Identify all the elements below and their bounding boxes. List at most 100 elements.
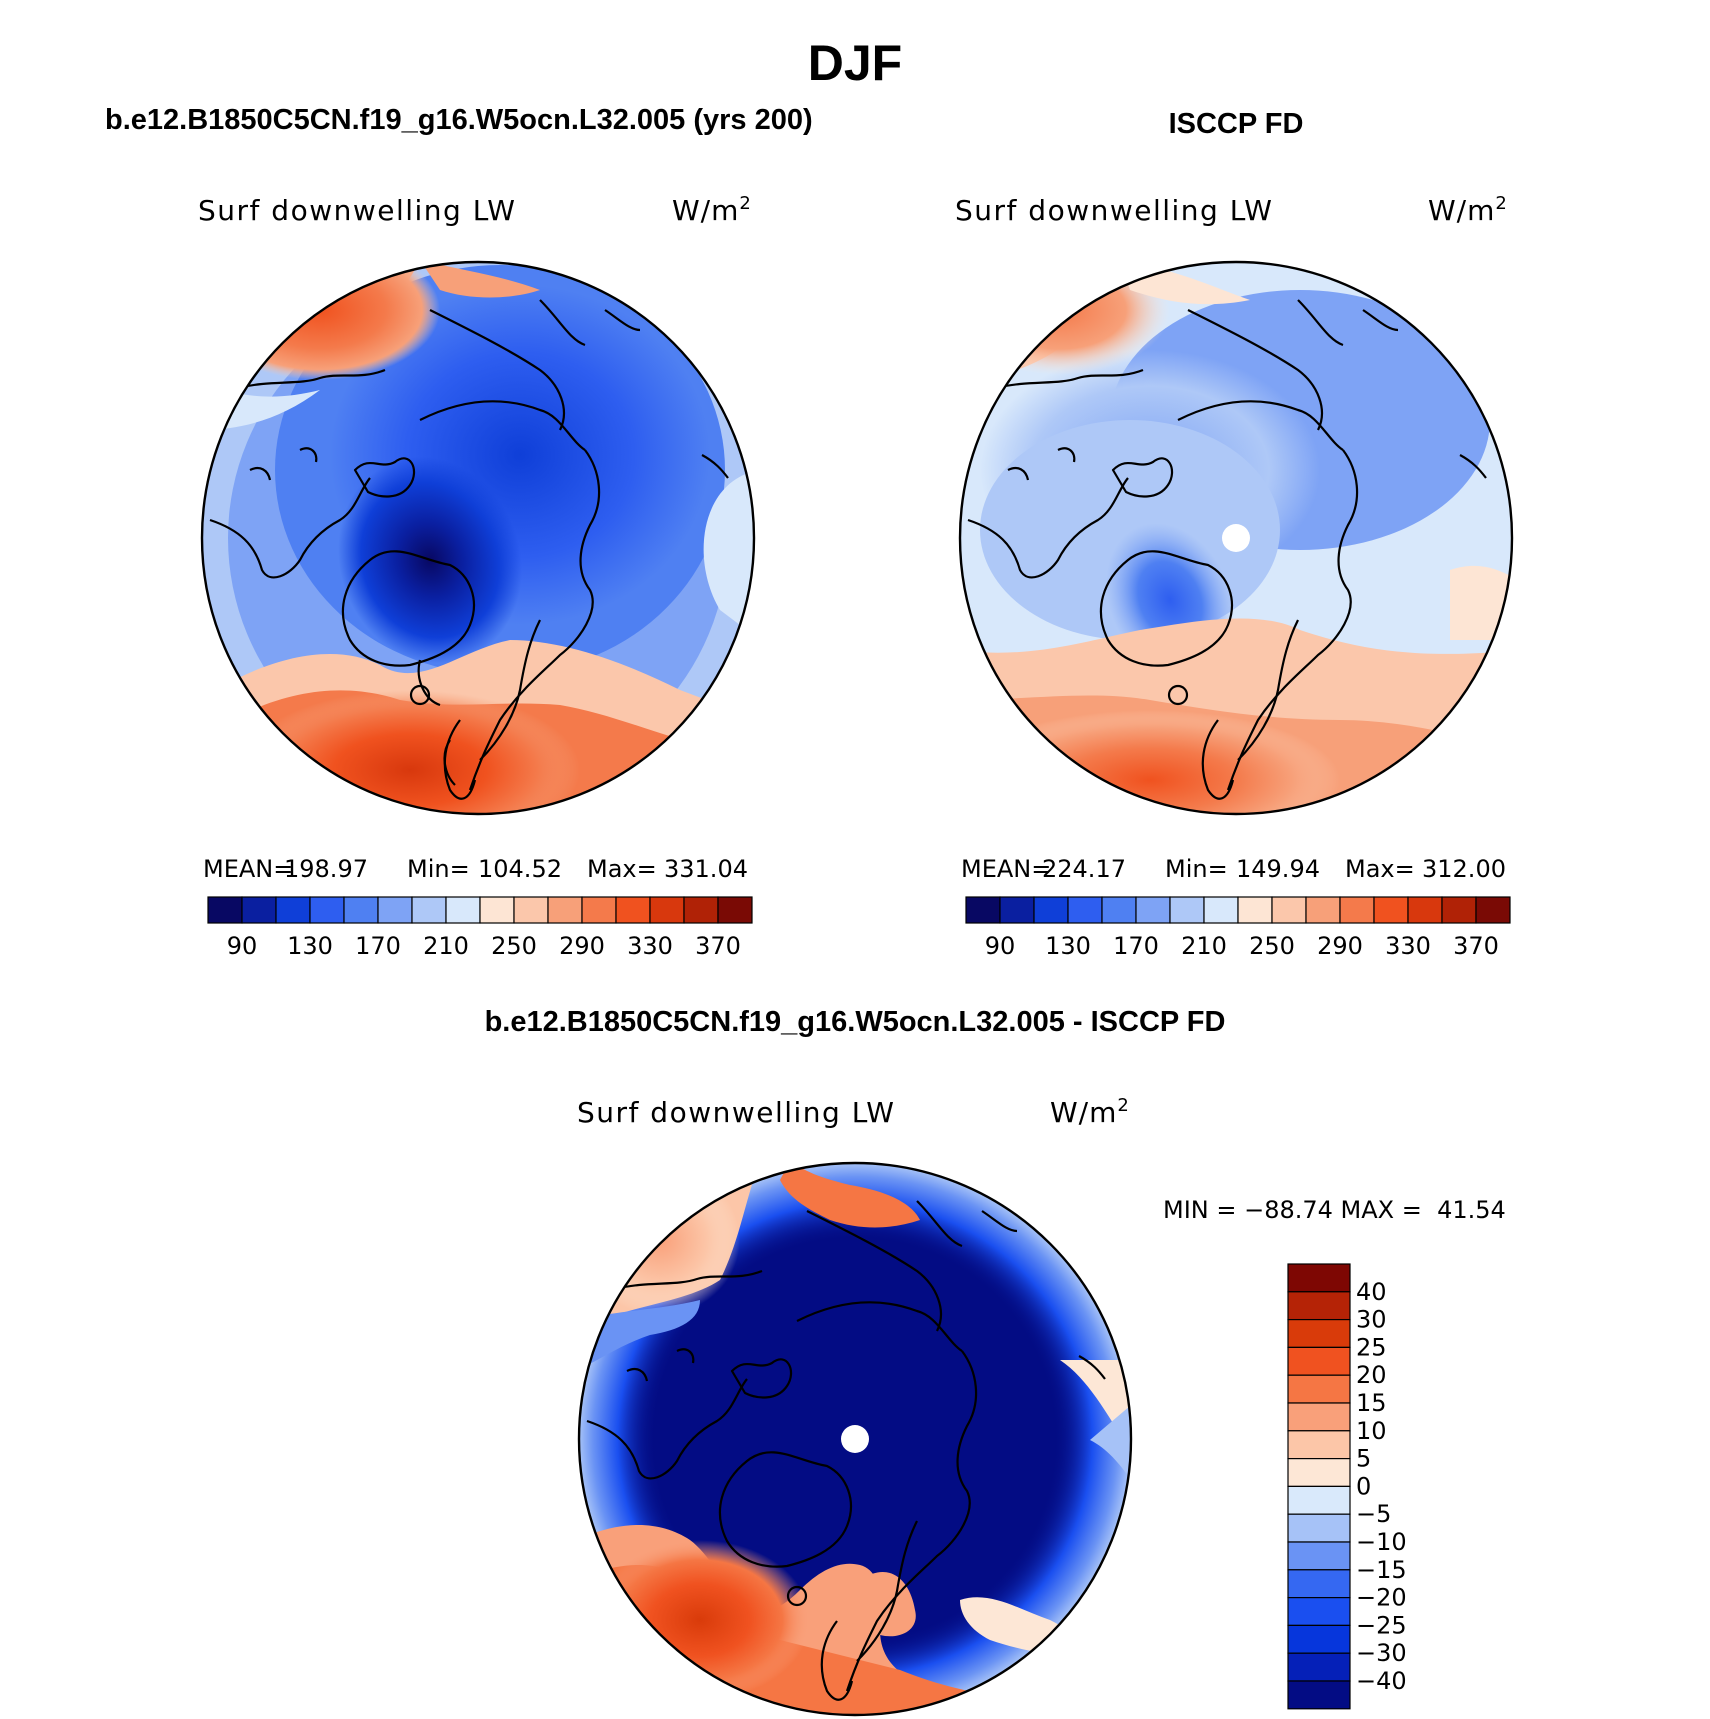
colorbar-swatch — [207, 896, 243, 924]
colorbar-swatch — [1033, 896, 1069, 924]
colorbar-swatch — [1101, 896, 1137, 924]
max-label: Max= — [1345, 855, 1415, 883]
colorbar-swatch — [547, 896, 583, 924]
colorbar-swatch — [1441, 896, 1477, 924]
colorbar — [1287, 1263, 1351, 1710]
pole-hole — [1222, 524, 1250, 552]
colorbar-swatch — [1067, 896, 1103, 924]
colorbar-swatch — [275, 896, 311, 924]
colorbar-tick-label: 25 — [1356, 1333, 1387, 1361]
max-value: 331.04 — [664, 855, 748, 883]
colorbar-swatch — [445, 896, 481, 924]
colorbar-swatch — [615, 896, 651, 924]
polar-map — [202, 262, 754, 814]
colorbar-tick-label: −15 — [1356, 1556, 1407, 1584]
colorbar — [207, 896, 753, 924]
variable-label: Surf downwelling LW — [577, 1096, 895, 1129]
colorbar-tick-label: 5 — [1356, 1445, 1371, 1473]
stats-line: MEAN= 198.97 Min= 104.52 Max= 331.04 — [203, 855, 748, 883]
colorbar-swatch — [1287, 1596, 1351, 1626]
colorbar-swatch — [1135, 896, 1171, 924]
colorbar-swatch — [1287, 1541, 1351, 1571]
units-label: W/m2 — [1428, 193, 1508, 227]
colorbar-swatch — [1287, 1291, 1351, 1321]
colorbar-tick-label: 210 — [423, 932, 469, 960]
colorbar-swatch — [1287, 1652, 1351, 1682]
colorbar-tick-label: 90 — [227, 932, 258, 960]
minmax-label: MIN = −88.74 MAX = 41.54 — [1163, 1196, 1506, 1224]
colorbar-tick-label: 90 — [985, 932, 1016, 960]
figure-title: DJF — [808, 35, 902, 91]
colorbar-ticks: 90 130 170 210 250 290 330 370 — [227, 932, 741, 960]
colorbar-tick-label: 170 — [1113, 932, 1159, 960]
colorbar-swatch — [411, 896, 447, 924]
colorbar-swatch — [241, 896, 277, 924]
colorbar-swatch — [1237, 896, 1273, 924]
colorbar-swatch — [1287, 1263, 1351, 1293]
colorbar-tick-label: 15 — [1356, 1389, 1387, 1417]
colorbar-swatch — [513, 896, 549, 924]
colorbar-tick-label: 210 — [1181, 932, 1227, 960]
panel-header: b.e12.B1850C5CN.f19_g16.W5ocn.L32.005 - … — [485, 1006, 1226, 1038]
colorbar-swatch — [1407, 896, 1443, 924]
colorbar-swatch — [1287, 1680, 1351, 1710]
colorbar-swatch — [1287, 1485, 1351, 1515]
colorbar — [965, 896, 1511, 924]
min-value: 149.94 — [1236, 855, 1320, 883]
polar-map — [960, 262, 1512, 814]
colorbar-swatch — [1271, 896, 1307, 924]
colorbar-tick-label: 330 — [1385, 932, 1431, 960]
min-label: Min= — [407, 855, 470, 883]
colorbar-tick-label: 250 — [491, 932, 537, 960]
colorbar-tick-label: 10 — [1356, 1417, 1387, 1445]
pole-hole — [841, 1425, 869, 1453]
colorbar-swatch — [1373, 896, 1409, 924]
colorbar-swatch — [683, 896, 719, 924]
colorbar-swatch — [1203, 896, 1239, 924]
colorbar-tick-label: 370 — [695, 932, 741, 960]
colorbar-swatch — [649, 896, 685, 924]
colorbar-swatch — [999, 896, 1035, 924]
colorbar-tick-label: 40 — [1356, 1278, 1387, 1306]
variable-label: Surf downwelling LW — [198, 194, 516, 227]
stats-line: MEAN= 224.17 Min= 149.94 Max= 312.00 — [961, 855, 1506, 883]
mean-label: MEAN= — [961, 855, 1051, 883]
colorbar-tick-label: 370 — [1453, 932, 1499, 960]
panel-header: b.e12.B1850C5CN.f19_g16.W5ocn.L32.005 (y… — [105, 104, 813, 136]
colorbar-swatch — [1287, 1402, 1351, 1432]
colorbar-swatch — [1287, 1318, 1351, 1348]
colorbar-swatch — [309, 896, 345, 924]
colorbar-swatch — [1169, 896, 1205, 924]
colorbar-tick-label: −40 — [1356, 1667, 1407, 1695]
colorbar-tick-label: 290 — [559, 932, 605, 960]
mean-label: MEAN= — [203, 855, 293, 883]
min-label: Min= — [1165, 855, 1228, 883]
colorbar-tick-label: 30 — [1356, 1306, 1387, 1334]
colorbar-tick-label: 130 — [1045, 932, 1091, 960]
colorbar-swatch — [965, 896, 1001, 924]
colorbar-tick-label: 290 — [1317, 932, 1363, 960]
colorbar-swatch — [1287, 1374, 1351, 1404]
colorbar-swatch — [717, 896, 753, 924]
colorbar-tick-label: −20 — [1356, 1584, 1407, 1612]
colorbar-swatch — [479, 896, 515, 924]
colorbar-tick-label: 170 — [355, 932, 401, 960]
mean-value: 224.17 — [1042, 855, 1126, 883]
colorbar-ticks: 90 130 170 210 250 290 330 370 — [985, 932, 1499, 960]
units-label: W/m2 — [672, 193, 752, 227]
max-value: 312.00 — [1422, 855, 1506, 883]
colorbar-swatch — [1287, 1430, 1351, 1460]
colorbar-tick-label: 250 — [1249, 932, 1295, 960]
colorbar-tick-label: 330 — [627, 932, 673, 960]
colorbar-swatch — [1287, 1569, 1351, 1599]
colorbar-swatch — [1339, 896, 1375, 924]
colorbar-swatch — [1287, 1346, 1351, 1376]
min-value: 104.52 — [478, 855, 562, 883]
colorbar-tick-label: −30 — [1356, 1639, 1407, 1667]
colorbar-swatch — [1287, 1513, 1351, 1543]
colorbar-swatch — [1287, 1624, 1351, 1654]
colorbar-tick-label: 0 — [1356, 1472, 1371, 1500]
colorbar-swatch — [377, 896, 413, 924]
